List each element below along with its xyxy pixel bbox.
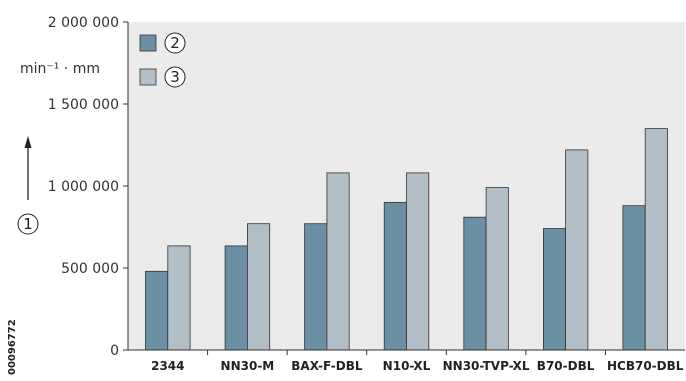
axis-marker-circle xyxy=(17,213,39,235)
bar-B70-DBL-series-2 xyxy=(543,228,567,351)
x-ticks-group: 2344 NN30-M BAX-F-DBL N10-XL NN30-TVP-XL B70-… xyxy=(151,350,684,373)
legend-swatch-series-3 xyxy=(139,68,157,86)
side-id-label: 00096772 xyxy=(7,319,18,375)
y-tick-label-1500000: 1 500 000 xyxy=(48,97,119,113)
bar-N10-XL-series-2 xyxy=(383,201,407,351)
y-ticks-group: 0 500 000 1 000 000 1 500 000 2 000 000 xyxy=(48,15,128,359)
x-tick-label-N10-XL: N10-XL xyxy=(383,359,431,373)
bar-N10-XL-series-3 xyxy=(406,172,430,351)
bar-2344-series-3 xyxy=(167,245,191,351)
x-tick-label-BAX-F-DBL: BAX-F-DBL xyxy=(291,359,363,373)
y-tick-label-2000000: 2 000 000 xyxy=(48,15,119,31)
x-tick-label-NN30-M: NN30-M xyxy=(221,359,275,373)
y-tick-label-1000000: 1 000 000 xyxy=(48,179,119,195)
bar-NN30-M-series-3 xyxy=(246,223,271,351)
y-axis-unit-label: min⁻¹ · mm xyxy=(20,61,100,77)
bar-BAX-F-DBL-series-3 xyxy=(326,172,350,351)
x-tick-label-NN30-TVP-XL: NN30-TVP-XL xyxy=(443,359,530,373)
axis-marker-number: 1 xyxy=(23,215,33,233)
bar-NN30-TVP-XL-series-3 xyxy=(485,187,509,351)
bar-BAX-F-DBL-series-2 xyxy=(304,223,328,351)
bar-B70-DBL-series-3 xyxy=(565,149,589,351)
legend: 2 3 xyxy=(139,32,186,88)
y-axis-arrow xyxy=(24,136,32,200)
legend-marker-circle-3 xyxy=(164,66,186,88)
bar-NN30-M-series-2 xyxy=(224,245,248,351)
y-tick-label-500000: 500 000 xyxy=(61,261,119,277)
bar-HCB70-DBL-series-2 xyxy=(622,205,646,351)
legend-marker-circle-2 xyxy=(164,32,186,54)
bar-HCB70-DBL-series-3 xyxy=(644,128,668,351)
legend-label-series-2: 2 xyxy=(170,34,180,52)
x-tick-label-HCB70-DBL: HCB70-DBL xyxy=(607,359,684,373)
legend-label-series-3: 3 xyxy=(170,68,180,86)
bars-group xyxy=(145,128,668,351)
x-tick-label-B70-DBL: B70-DBL xyxy=(537,359,595,373)
x-tick-label-2344: 2344 xyxy=(151,359,184,373)
bar-NN30-TVP-XL-series-2 xyxy=(463,216,487,351)
y-tick-label-0: 0 xyxy=(110,343,119,359)
legend-swatch-series-2 xyxy=(139,34,157,52)
bar-2344-series-2 xyxy=(145,270,169,351)
